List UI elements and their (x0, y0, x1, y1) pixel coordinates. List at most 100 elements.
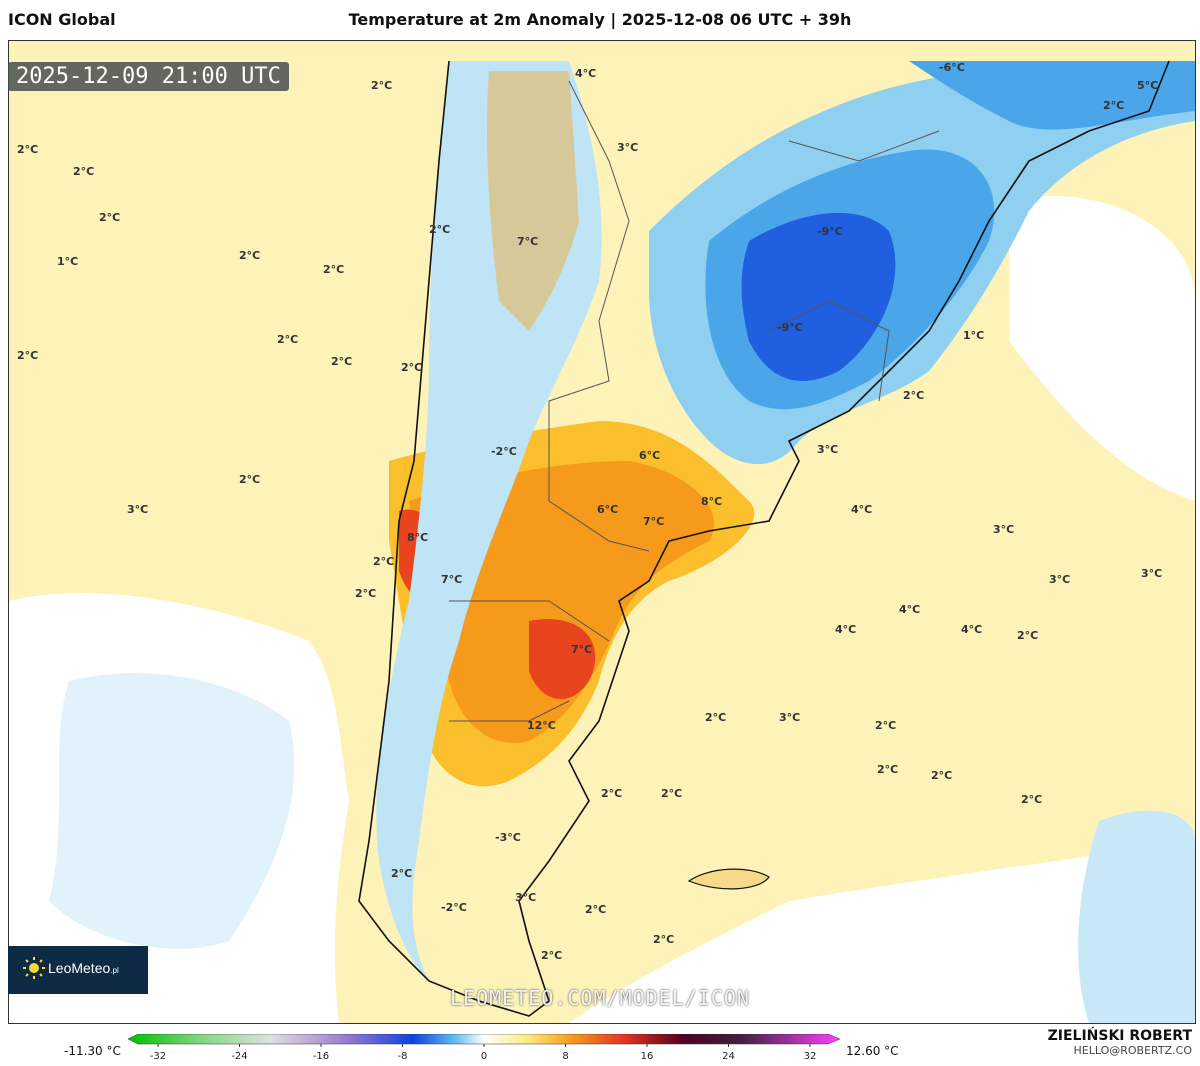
author-email: HELLO@ROBERTZ.CO (1073, 1044, 1192, 1057)
temperature-label: 3°C (1141, 567, 1162, 580)
temperature-label: 3°C (779, 711, 800, 724)
colorbar-tick-label: -24 (231, 1051, 247, 1062)
cool-region-atlantic-south (1078, 810, 1195, 1023)
temperature-label: 4°C (835, 623, 856, 636)
province-borders (548, 80, 650, 552)
author-name: ZIELIŃSKI ROBERT (1047, 1028, 1192, 1044)
temperature-label: 7°C (441, 573, 462, 586)
temperature-label: 2°C (239, 473, 260, 486)
temperature-label: 3°C (515, 891, 536, 904)
colorbar-tick-label: -32 (150, 1051, 166, 1062)
logo-suffix: .pl (110, 966, 119, 975)
cool-region-pacific (49, 673, 295, 949)
temperature-label: 8°C (701, 495, 722, 508)
warm-region-core-east (529, 619, 596, 700)
temperature-label: 1°C (57, 255, 78, 268)
temperature-label: 3°C (993, 523, 1014, 536)
temperature-label: 2°C (541, 949, 562, 962)
temperature-label: 2°C (355, 587, 376, 600)
temperature-label: 2°C (391, 867, 412, 880)
temperature-label: 2°C (371, 79, 392, 92)
colorbar-tick-label: 8 (562, 1051, 568, 1062)
colorbar-tick-label: -16 (313, 1051, 329, 1062)
temperature-label: 6°C (639, 449, 660, 462)
temperature-label: 2°C (17, 349, 38, 362)
temperature-label: -2°C (491, 445, 517, 458)
temperature-label: 3°C (1049, 573, 1070, 586)
colorbar-scale: -32 -24 -16 -8 0 8 16 24 32 (128, 1034, 840, 1062)
colorbar-tick-label: 16 (641, 1051, 654, 1062)
colorbar-tick-label: 0 (481, 1051, 487, 1062)
temperature-label: -6°C (939, 61, 965, 74)
temperature-label: -2°C (441, 901, 467, 914)
temperature-label: 2°C (323, 263, 344, 276)
temperature-label: 2°C (705, 711, 726, 724)
cold-region-north (909, 61, 1195, 130)
temperature-label: 1°C (963, 329, 984, 342)
temperature-label: 2°C (601, 787, 622, 800)
colorbar-max-label: 12.60 °C (846, 1044, 899, 1058)
temperature-label: 4°C (575, 67, 596, 80)
temperature-label: 2°C (331, 355, 352, 368)
temperature-label: 4°C (851, 503, 872, 516)
temperature-label: 6°C (597, 503, 618, 516)
colorbar: -11.30 °C -32 -24 -16 -8 0 8 16 24 32 12.60 °C (0, 1030, 1200, 1066)
temperature-label: 7°C (517, 235, 538, 248)
temperature-label: -9°C (817, 225, 843, 238)
anomaly-map: 2°C 4°C 3°C -6°C 5°C 2°C 2°C 2°C 2°C 1°C 2°C 2°C 7°C… (9, 41, 1195, 1023)
temperature-label: 3°C (817, 443, 838, 456)
author-block: ZIELIŃSKI ROBERT HELLO@ROBERTZ.CO (1048, 1028, 1192, 1057)
temperature-label: 2°C (931, 769, 952, 782)
watermark: LEOMETEO.COM/MODEL/ICON (450, 986, 750, 1010)
leometeo-logo[interactable]: LeoMeteo.pl (8, 946, 148, 994)
coastline (358, 60, 1170, 1017)
temperature-label: 2°C (277, 333, 298, 346)
temperature-label: 3°C (127, 503, 148, 516)
temperature-label: 2°C (429, 223, 450, 236)
temperature-label: 7°C (571, 643, 592, 656)
model-name: ICON Global (8, 10, 116, 29)
temperature-label: 2°C (1103, 99, 1124, 112)
temperature-label: 8°C (407, 531, 428, 544)
northern-borders (768, 130, 940, 402)
logo-text: LeoMeteo (48, 960, 111, 976)
temperature-label: 2°C (17, 143, 38, 156)
header: ICON Global Temperature at 2m Anomaly | … (0, 0, 1200, 40)
temperature-label: 5°C (1137, 79, 1158, 92)
colorbar-tick-label: 32 (804, 1051, 817, 1062)
colorbar-min-label: -11.30 °C (64, 1044, 121, 1058)
colorbar-tick-label: -8 (398, 1051, 408, 1062)
temperature-label: -3°C (495, 831, 521, 844)
temperature-label: 2°C (401, 361, 422, 374)
map-panel[interactable]: 2°C 4°C 3°C -6°C 5°C 2°C 2°C 2°C 2°C 1°C 2°C 2°C 7°C… (8, 40, 1196, 1024)
neutral-region-east (1009, 195, 1195, 501)
temperature-label: 2°C (1017, 629, 1038, 642)
temperature-label: 2°C (877, 763, 898, 776)
temperature-label: 2°C (373, 555, 394, 568)
temperature-label: 2°C (875, 719, 896, 732)
southern-borders (449, 600, 610, 722)
andes-warm-spots (487, 71, 579, 331)
temperature-label: 7°C (643, 515, 664, 528)
colorbar-tick-label: 24 (722, 1051, 735, 1062)
map-title: Temperature at 2m Anomaly | 2025-12-08 0… (348, 10, 852, 29)
temperature-label: 2°C (73, 165, 94, 178)
falkland-islands (687, 868, 770, 890)
valid-time-badge: 2025-12-09 21:00 UTC (8, 62, 289, 91)
temperature-labels: 2°C 4°C 3°C -6°C 5°C 2°C 2°C 2°C 2°C 1°C 2°C 2°C 7°C… (17, 61, 1162, 962)
temperature-label: 12°C (527, 719, 556, 732)
temperature-label: 3°C (617, 141, 638, 154)
temperature-label: 2°C (661, 787, 682, 800)
temperature-label: 4°C (961, 623, 982, 636)
temperature-label: 2°C (99, 211, 120, 224)
temperature-label: -9°C (777, 321, 803, 334)
temperature-label: 2°C (1021, 793, 1042, 806)
temperature-label: 2°C (653, 933, 674, 946)
temperature-label: 2°C (239, 249, 260, 262)
temperature-label: 2°C (585, 903, 606, 916)
temperature-label: 4°C (899, 603, 920, 616)
cold-region-core (741, 212, 896, 381)
temperature-label: 2°C (903, 389, 924, 402)
sun-icon (23, 957, 45, 979)
neutral-region-southeast (569, 841, 1195, 1023)
